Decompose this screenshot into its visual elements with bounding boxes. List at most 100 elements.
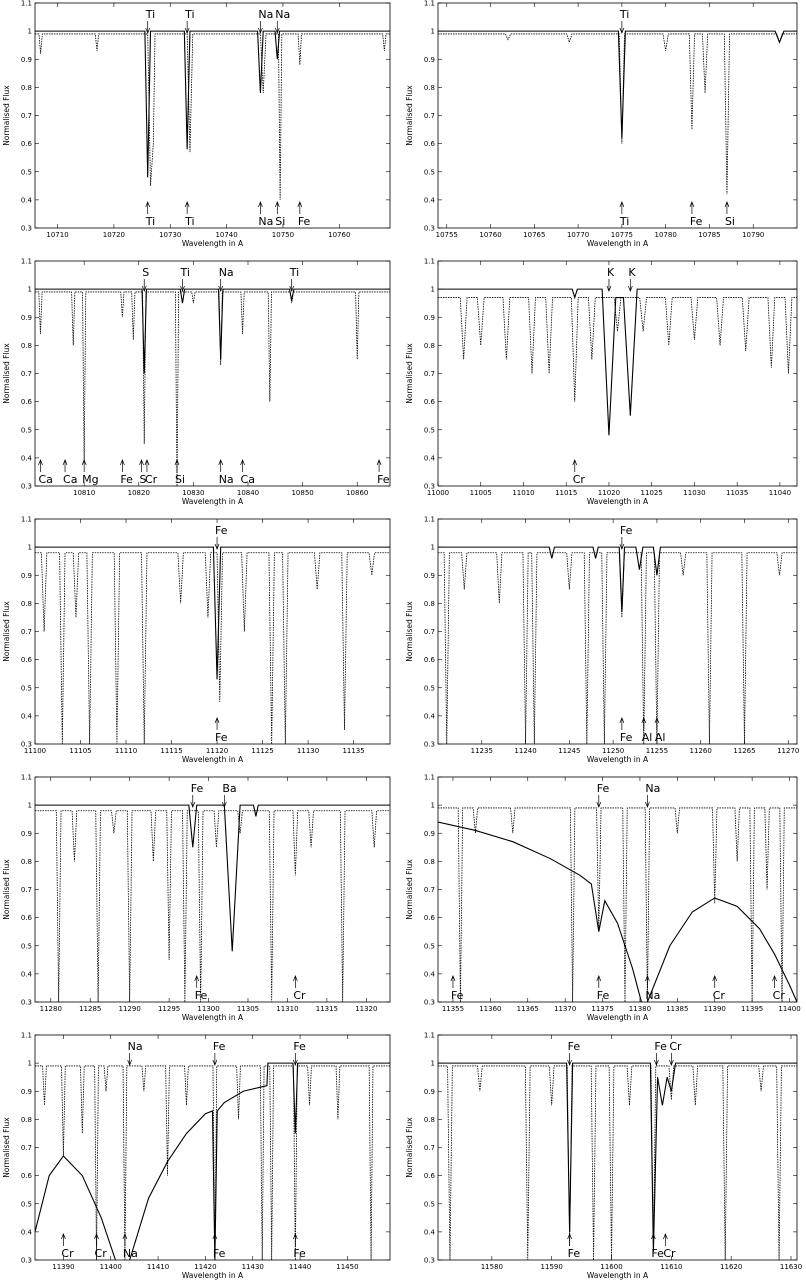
x-tick-label: 11400 <box>778 1005 800 1013</box>
model-spectrum <box>35 288 390 374</box>
y-tick-label: 0.3 <box>21 999 32 1007</box>
y-tick-label: 0.5 <box>21 1200 32 1208</box>
y-tick-label: 1 <box>28 802 32 810</box>
y-axis-label: Normalised Flux <box>405 859 414 920</box>
y-tick-label: 1 <box>431 544 435 552</box>
plot-lines <box>35 288 390 486</box>
y-tick-label: 1.1 <box>424 516 435 524</box>
x-tick-label: 11305 <box>237 1005 259 1013</box>
y-tick-label: 0.8 <box>21 858 32 866</box>
y-tick-label: 1 <box>28 544 32 552</box>
x-tick-label: 11375 <box>591 1005 613 1013</box>
y-tick-label: 0.6 <box>21 1172 33 1180</box>
line-label: Cr <box>95 1247 108 1260</box>
line-label: Fe <box>293 1247 306 1260</box>
observed-spectrum <box>35 552 390 744</box>
x-tick-label: 11035 <box>726 489 748 497</box>
y-tick-label: 1.1 <box>424 774 435 782</box>
line-label: Ca <box>241 473 255 486</box>
observed-spectrum <box>438 1065 797 1260</box>
line-arrow <box>596 795 602 808</box>
line-arrow <box>222 795 227 808</box>
y-tick-label: 0.8 <box>424 342 435 350</box>
x-tick-label: 10755 <box>436 231 458 239</box>
x-tick-label: 11030 <box>683 489 705 497</box>
line-label: Ti <box>289 266 299 279</box>
y-tick-label: 0.8 <box>21 600 32 608</box>
line-label: Ti <box>619 215 629 228</box>
y-tick-label: 0.3 <box>21 1257 32 1265</box>
line-label: Ti <box>145 215 155 228</box>
x-tick-label: 11580 <box>481 1263 503 1271</box>
y-tick-label: 1 <box>431 28 435 36</box>
y-tick-label: 0.5 <box>424 426 435 434</box>
line-label: Na <box>645 782 660 795</box>
y-tick-label: 1.1 <box>424 0 435 8</box>
y-tick-label: 1.1 <box>21 516 32 524</box>
line-label: Cr <box>669 1040 682 1053</box>
x-tick-label: 11240 <box>514 747 536 755</box>
line-label: Fe <box>213 1040 226 1053</box>
x-tick-label: 10760 <box>479 231 501 239</box>
y-tick-label: 0.4 <box>21 196 33 204</box>
y-tick-label: 0.3 <box>21 483 32 491</box>
y-tick-label: 0.8 <box>424 858 435 866</box>
line-arrow <box>174 459 180 472</box>
observed-spectrum <box>438 297 797 402</box>
line-arrow <box>38 459 43 472</box>
line-label: Ba <box>222 782 236 795</box>
plot-frame <box>34 1034 391 1261</box>
y-tick-label: 0.6 <box>21 656 33 664</box>
y-tick-label: 0.8 <box>21 84 32 92</box>
line-arrow <box>450 975 456 988</box>
line-arrow <box>663 1233 668 1246</box>
y-tick-label: 0.5 <box>424 942 435 950</box>
line-label: Na <box>219 266 234 279</box>
plot-frame <box>437 776 798 1003</box>
x-tick-label: 11390 <box>704 1005 726 1013</box>
y-tick-label: 0.7 <box>424 112 435 120</box>
line-arrow <box>645 975 650 988</box>
x-tick-label: 11450 <box>336 1263 358 1271</box>
y-tick-label: 1.1 <box>21 0 32 8</box>
line-arrow <box>724 201 730 214</box>
y-tick-label: 0.3 <box>21 225 32 233</box>
x-tick-label: 11400 <box>100 1263 122 1271</box>
y-tick-label: 0.3 <box>424 1257 435 1265</box>
y-tick-label: 0.7 <box>424 370 435 378</box>
line-arrow <box>190 795 196 808</box>
x-axis-label: Wavelength in A <box>587 497 649 506</box>
model-spectrum <box>438 30 797 139</box>
plot-lines <box>438 546 797 744</box>
y-tick-label: 0.5 <box>424 1200 435 1208</box>
line-arrow <box>122 1233 128 1246</box>
x-tick-label: 10820 <box>128 489 150 497</box>
line-label: Fe <box>597 782 610 795</box>
line-label: Ti <box>179 266 189 279</box>
line-label: Ti <box>184 215 194 228</box>
x-tick-label: 11370 <box>554 1005 576 1013</box>
y-tick-label: 0.5 <box>21 684 32 692</box>
line-label: Ti <box>619 8 629 21</box>
y-tick-label: 1 <box>431 286 435 294</box>
panel: 0.3 0.4 0.5 0.6 0.7 0.8 0.9 1 1.1 10755 10760 10765… <box>405 0 798 248</box>
x-tick-label: 10760 <box>328 231 350 239</box>
y-tick-label: 0.3 <box>424 483 435 491</box>
line-label: Cr <box>573 473 586 486</box>
line-arrow <box>651 1233 656 1246</box>
line-arrow <box>641 717 647 730</box>
y-tick-label: 0.8 <box>21 342 32 350</box>
x-axis-label: Wavelength in A <box>182 497 244 506</box>
x-tick-label: 11380 <box>629 1005 651 1013</box>
plot-lines <box>438 30 797 195</box>
x-tick-label: 11100 <box>24 747 46 755</box>
model-spectrum <box>35 546 390 680</box>
x-tick-label: 11115 <box>160 747 182 755</box>
x-tick-label: 10770 <box>567 231 589 239</box>
y-tick-label: 0.4 <box>424 970 436 978</box>
y-tick-label: 0.9 <box>424 572 435 580</box>
plot-lines <box>438 288 797 436</box>
line-label: Fe <box>654 1040 667 1053</box>
line-arrow <box>212 1233 218 1246</box>
y-tick-label: 0.3 <box>424 225 435 233</box>
